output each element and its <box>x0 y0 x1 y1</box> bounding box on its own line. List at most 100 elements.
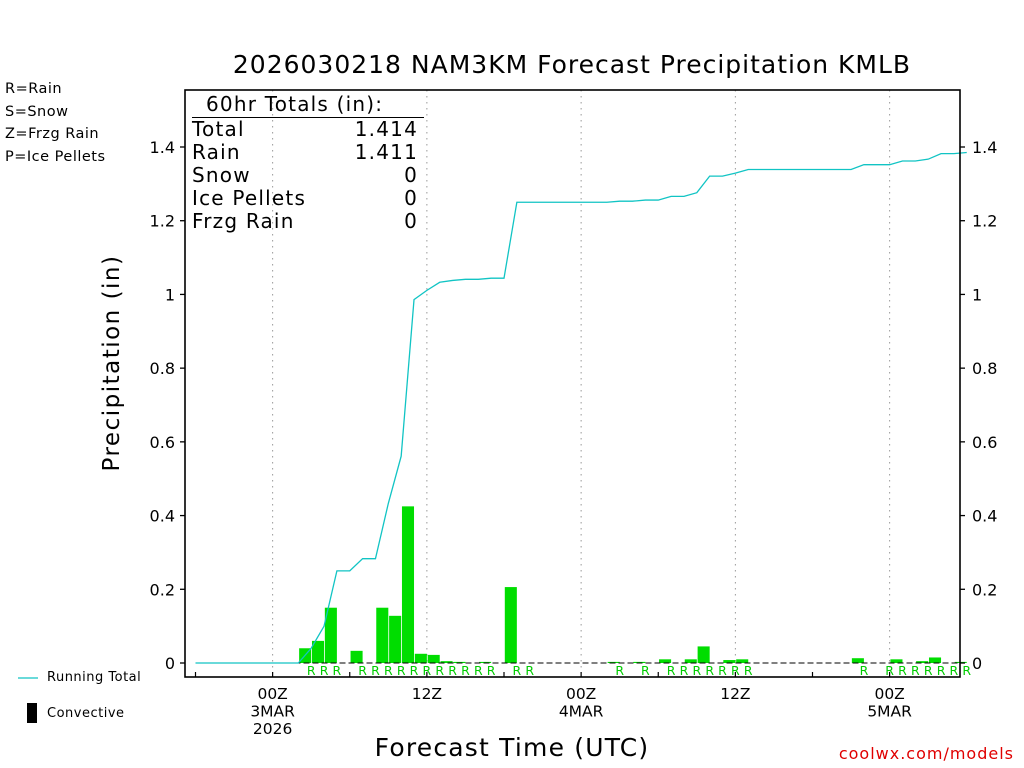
lines-group <box>195 151 967 664</box>
y-tick-label-right: 0.8 <box>972 359 997 378</box>
bar <box>440 661 453 663</box>
type-letter: R <box>320 663 329 678</box>
type-letter: R <box>937 663 946 678</box>
legend-ice-pellets: P=Ice Pellets <box>5 149 106 165</box>
totals-row-value: 0 <box>404 186 418 210</box>
type-letter: R <box>384 663 393 678</box>
totals-row-label: Total <box>192 117 245 141</box>
convective-legend-swatch <box>27 703 37 723</box>
type-letter: R <box>924 663 933 678</box>
type-letter: R <box>525 663 534 678</box>
type-letter: R <box>423 663 432 678</box>
y-ticks-group: 0 00.2 0.20.4 0.40.6 0.60.8 0.81 11.2 1.21.4 1.4 <box>150 138 998 673</box>
type-letter: R <box>692 663 701 678</box>
totals-row-value: 0 <box>404 163 418 187</box>
bar <box>414 653 427 663</box>
bar <box>311 640 325 663</box>
convective-legend-label: Convective <box>47 706 125 721</box>
y-tick-label-right: 1 <box>972 285 982 304</box>
plot-frame <box>184 89 961 678</box>
bar <box>659 659 672 663</box>
y-tick-label-left: 0.8 <box>150 359 175 378</box>
bar <box>851 658 864 663</box>
type-letter: R <box>474 663 483 678</box>
type-letter: R <box>487 663 496 678</box>
type-letter: R <box>885 663 894 678</box>
type-letter: R <box>397 663 406 678</box>
type-letter: R <box>435 663 444 678</box>
bar <box>633 661 646 663</box>
x-tick-label: 2026 <box>253 720 292 738</box>
type-letter: R <box>667 663 676 678</box>
bar <box>376 607 389 663</box>
bars-group <box>299 506 967 663</box>
y-tick-label-right: 0.4 <box>972 507 997 526</box>
bar <box>389 615 402 663</box>
y-tick-label-right: 0.2 <box>972 580 997 599</box>
totals-row-label: Snow <box>192 163 251 187</box>
y-tick-label-left: 1.2 <box>150 212 175 231</box>
bar <box>928 657 942 663</box>
type-letter: R <box>461 663 470 678</box>
bar <box>890 659 903 663</box>
type-letter: R <box>744 663 753 678</box>
bar <box>684 659 697 663</box>
type-letter: R <box>898 663 907 678</box>
y-tick-label-left: 0.4 <box>150 507 175 526</box>
y-tick-label-right: 0.6 <box>972 433 997 452</box>
bar <box>350 650 363 663</box>
bar <box>607 661 620 663</box>
bar <box>479 661 492 663</box>
x-tick-label: 00Z <box>257 685 287 703</box>
y-tick-label-left: 0.2 <box>150 580 175 599</box>
bar <box>916 661 929 663</box>
bar <box>736 659 749 663</box>
legend-snow: S=Snow <box>5 104 69 120</box>
totals-row-label: Rain <box>192 140 241 164</box>
type-letter: R <box>962 663 971 678</box>
y-tick-label-right: 1.2 <box>972 212 997 231</box>
x-tick-label: 4MAR <box>559 703 604 721</box>
y-tick-label-right: 1.4 <box>972 138 997 157</box>
type-letter: R <box>513 663 522 678</box>
type-letter: R <box>307 663 316 678</box>
running-total-legend-label: Running Total <box>47 670 142 685</box>
source-credit: coolwx.com/models <box>838 744 1014 763</box>
x-tick-label: 5MAR <box>867 703 912 721</box>
y-tick-label-left: 0 <box>165 654 175 673</box>
totals-row: Frzg Rain 0 <box>192 210 418 233</box>
type-letter: R <box>371 663 380 678</box>
x-tick-label: 12Z <box>412 685 442 703</box>
type-letter: R <box>860 663 869 678</box>
y-tick-label-right: 0 <box>972 654 982 673</box>
totals-row-value: 1.411 <box>354 140 418 164</box>
bar <box>453 661 466 663</box>
bar <box>324 607 337 663</box>
legend-freezing-rain: Z=Frzg Rain <box>5 126 100 142</box>
running-total-line <box>195 151 967 664</box>
type-letter: R <box>448 663 457 678</box>
x-tick-label: 00Z <box>874 685 904 703</box>
x-tick-label: 3MAR <box>250 703 295 721</box>
type-letter: R <box>950 663 959 678</box>
type-letter: R <box>731 663 740 678</box>
type-letter: R <box>641 663 650 678</box>
y-tick-label-left: 0.6 <box>150 433 175 452</box>
bar <box>427 654 440 663</box>
type-letter: R <box>911 663 920 678</box>
bar <box>697 646 710 663</box>
bar <box>401 506 415 663</box>
totals-row: Total 1.414 <box>192 118 418 141</box>
totals-row-value: 0 <box>404 209 418 233</box>
bar <box>504 587 517 663</box>
totals-row-label: Frzg Rain <box>192 209 295 233</box>
x-tick-label: 12Z <box>720 685 750 703</box>
totals-row: Snow 0 <box>192 164 418 187</box>
type-letter: R <box>680 663 689 678</box>
type-letter: R <box>718 663 727 678</box>
chart-title: 2026030218 NAM3KM Forecast Precipitation… <box>232 50 912 79</box>
y-tick-label-left: 1.4 <box>150 138 175 157</box>
y-tick-label-left: 1 <box>165 285 175 304</box>
